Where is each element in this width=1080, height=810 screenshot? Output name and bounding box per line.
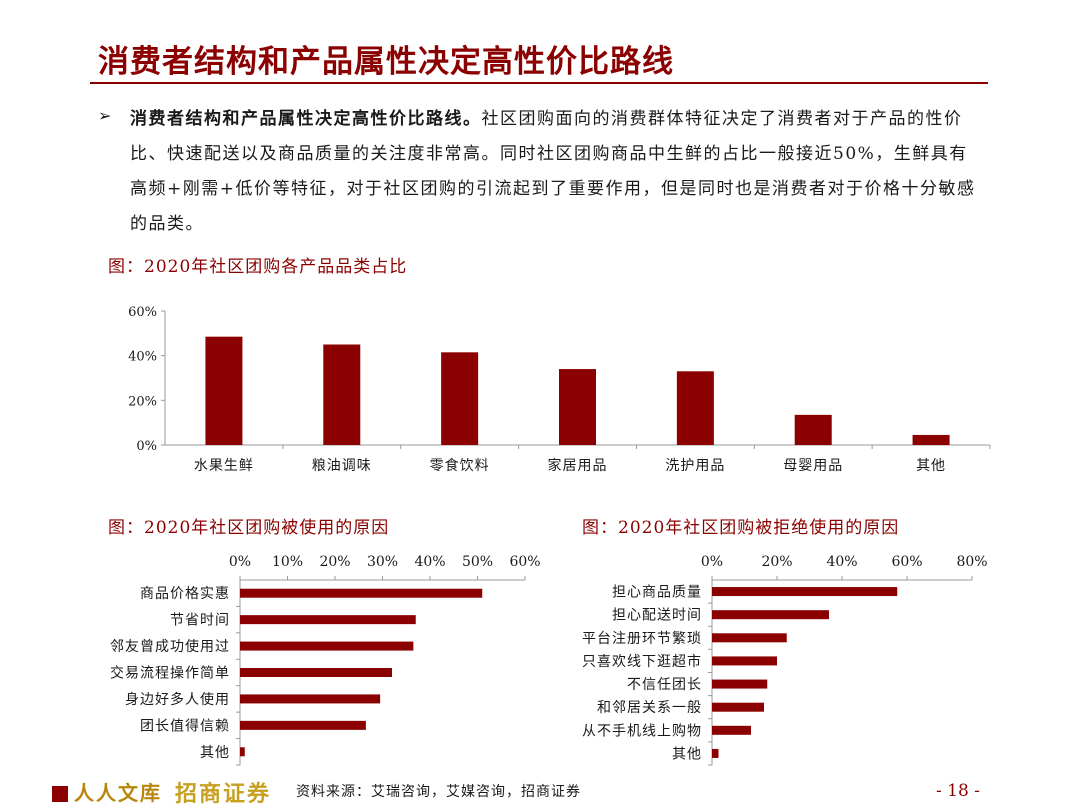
chart3-category-label: 平台注册环节繁琐 [582,630,702,647]
bullet-arrow-icon: ➢ [98,106,112,125]
logo-mark-icon [52,786,68,802]
chart3-x-tick-label: 80% [956,554,987,570]
chart1-category-label: 母婴用品 [783,458,843,474]
page-number: - 18 - [936,781,980,801]
chart3-x-tick-label: 40% [826,554,857,570]
chart2-x-tick-label: 30% [367,554,398,570]
chart2-category-label: 身边好多人使用 [125,691,230,708]
chart3-bar [712,587,898,597]
chart2-bar [240,720,366,730]
chart2-bar [240,668,392,677]
chart3-x-tick-label: 0% [701,554,723,570]
chart1-category-label: 粮油调味 [312,458,372,474]
chart1-bar [441,352,479,445]
chart2-x-tick-label: 0% [229,554,251,570]
chart2-category-label: 其他 [200,745,230,761]
chart1-y-tick-label: 20% [128,394,157,409]
chart1-bar [676,371,714,445]
chart2-x-tick-label: 20% [319,554,350,570]
chart3-x-tick-label: 20% [761,554,792,570]
chart2-bar [240,747,245,757]
chart1-category-label: 其他 [916,458,946,474]
brand-logo: 招商证券 [175,782,272,807]
page-title: 消费者结构和产品属性决定高性价比路线 [98,44,674,80]
chart3-category-label: 不信任团长 [627,677,702,693]
chart2-x-tick-label: 10% [272,554,303,570]
chart1-bar [205,336,243,445]
chart3-bar [712,702,764,712]
chart3-category-label: 从不手机线上购物 [582,723,702,739]
chart3-category-label: 担心商品质量 [612,585,702,601]
chart3-bar [712,748,719,758]
chart2-bar [240,588,483,598]
chart3-category-label: 和邻居关系一般 [597,700,702,716]
chart1-category-label: 洗护用品 [665,458,725,474]
chart3-bar [712,679,768,689]
chart2-bar [240,615,416,625]
chart3-bar [712,725,751,735]
chart1-category-label: 家居用品 [548,457,608,474]
chart3-category-label: 担心配送时间 [612,608,702,624]
chart1-bar [912,434,950,445]
watermark-label: 人人文库 [74,781,162,805]
chart1-bar [559,369,596,445]
watermark-logo: 人人文库 [52,777,162,806]
chart1-category-label: 零食饮料 [430,457,490,474]
chart2-title: 图：2020年社区团购被使用的原因 [108,518,390,538]
chart3-x-tick-label: 60% [891,554,922,570]
chart3-bar [712,610,829,620]
chart3-bar [712,656,777,666]
chart2-bar [240,694,381,704]
chart3-bar [712,633,787,643]
chart2-x-tick-label: 50% [462,554,493,570]
chart1-y-tick-label: 40% [128,350,157,365]
chart2-category-label: 邻友曾成功使用过 [110,638,230,655]
chart1-y-tick-label: 60% [128,305,157,320]
chart1-bar [794,414,832,445]
chart2-category-label: 交易流程操作简单 [110,665,230,682]
chart2-x-tick-label: 60% [509,554,540,570]
chart1-y-tick-label: 0% [136,439,157,454]
chart1-bar [323,344,361,445]
body-paragraph: 消费者结构和产品属性决定高性价比路线。社区团购面向的消费群体特征决定了消费者对于… [130,102,980,242]
chart3-category-label: 其他 [672,746,702,762]
source-note: 资料来源：艾瑞咨询，艾媒咨询，招商证券 [296,784,581,800]
chart3-category-label: 只喜欢线下逛超市 [582,653,702,670]
chart2-category-label: 商品价格实惠 [140,586,230,602]
chart1-title: 图：2020年社区团购各产品品类占比 [108,257,408,277]
title-divider [90,82,988,84]
chart2-x-tick-label: 40% [414,554,445,570]
body-text: 社区团购面向的消费群体特征决定了消费者对于产品的性价比、快速配送以及商品质量的关… [130,109,976,234]
chart3-title: 图：2020年社区团购被拒绝使用的原因 [582,518,900,538]
chart1-category-label: 水果生鲜 [194,458,254,474]
chart2-bar [240,641,414,651]
body-lead: 消费者结构和产品属性决定高性价比路线。 [130,109,482,129]
chart2-category-label: 节省时间 [170,613,230,629]
chart2-category-label: 团长值得信赖 [140,717,230,734]
